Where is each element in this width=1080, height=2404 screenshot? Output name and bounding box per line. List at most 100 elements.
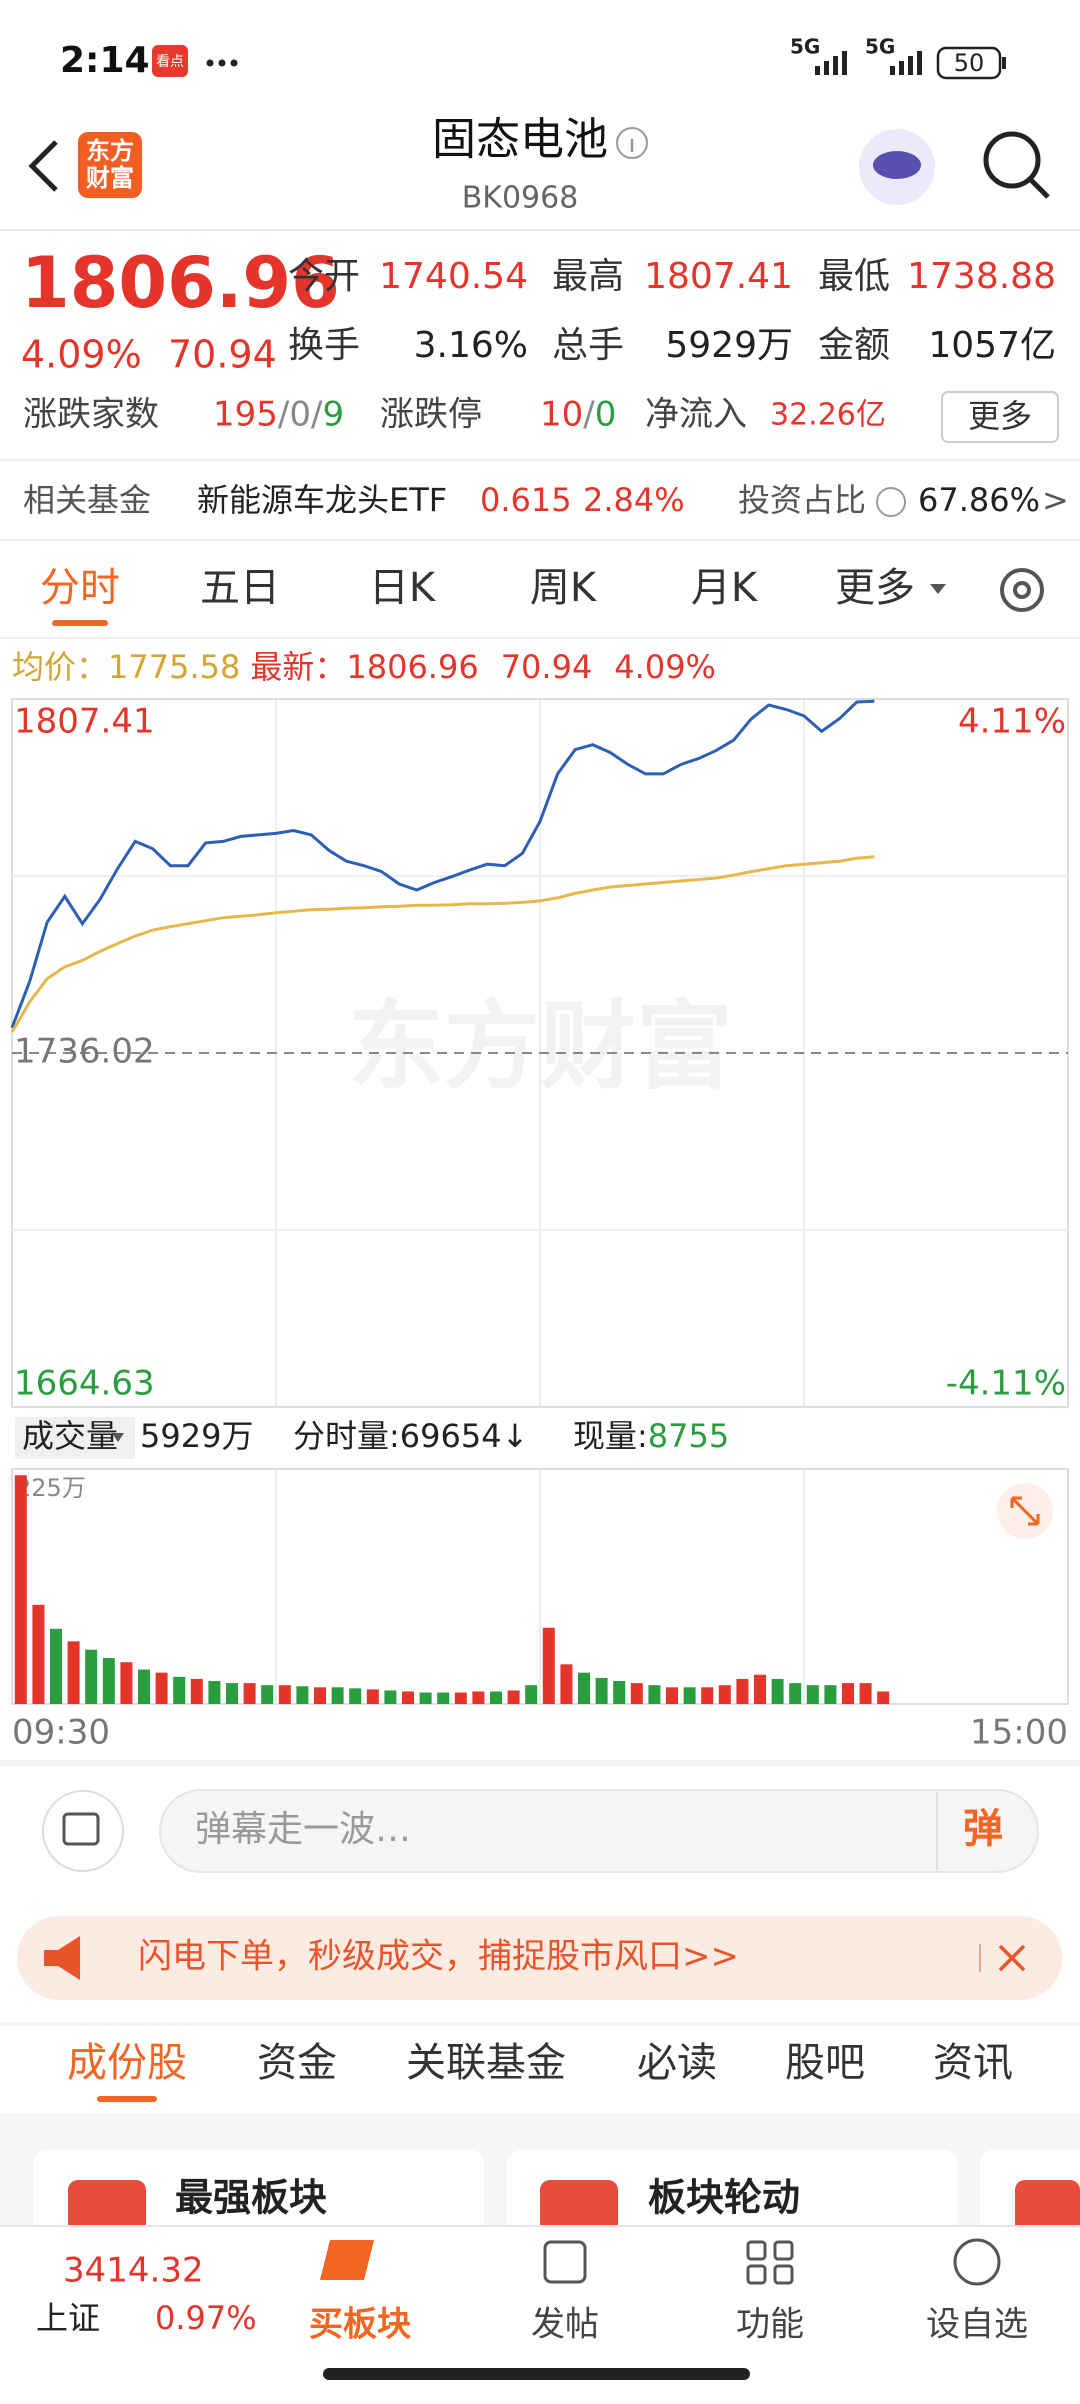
volume-bar [50, 1628, 62, 1704]
promo-banner[interactable] [17, 1916, 1062, 2000]
breadth-label: 涨跌家数 [23, 395, 159, 435]
battery-tip [1002, 57, 1006, 69]
volume-bar [789, 1683, 802, 1704]
stock-code: BK0968 [462, 181, 579, 216]
volume-bar [490, 1691, 502, 1704]
more-button[interactable] [941, 391, 1059, 443]
robot-face [873, 151, 921, 179]
volume-bar [366, 1689, 379, 1704]
promo-text[interactable]: 闪电下单，秒级成交，捕捉股市风口>> [138, 1937, 739, 1977]
nav-icon [543, 2240, 587, 2284]
logo-text: 东方 [86, 137, 134, 165]
volume-bar [648, 1685, 661, 1704]
logo [78, 132, 142, 198]
comment-input[interactable] [159, 1789, 1039, 1873]
danmaku-button[interactable]: 弹 [963, 1806, 1003, 1852]
battery-level: 50 [954, 49, 985, 77]
chart-tab[interactable]: 日K [369, 565, 437, 611]
danmaku-icon [62, 1812, 100, 1846]
volume-total: 5929万 [140, 1417, 253, 1455]
volume-bar [437, 1692, 450, 1704]
volume-bar [472, 1691, 485, 1704]
search-button[interactable] [983, 131, 1041, 189]
network-label: 5G [790, 35, 820, 59]
chart-tab[interactable]: 周K [530, 565, 598, 611]
chart-tab[interactable]: 分时 [40, 565, 120, 611]
stat-label: 总手 [552, 325, 624, 366]
price-line [10, 699, 875, 1029]
chart-tab[interactable]: 更多 [835, 565, 915, 611]
danmaku-settings[interactable] [42, 1790, 124, 1872]
chart-tab[interactable]: 五日 [200, 565, 280, 611]
info-icon[interactable] [616, 127, 648, 159]
nav-item[interactable]: 功能 [736, 2305, 804, 2345]
breadth-count: 9 [322, 395, 344, 435]
settings-button[interactable] [1000, 568, 1044, 612]
x-tick-label: 09:30 [12, 1713, 110, 1753]
stat-label: 最低 [818, 256, 890, 297]
volume-bar [595, 1677, 608, 1704]
index-value[interactable]: 3414.32 [63, 2251, 204, 2291]
back-button[interactable] [28, 140, 58, 192]
section-tab[interactable]: 关联基金 [406, 2040, 566, 2086]
stat-value: 1740.54 [379, 256, 528, 297]
close-button[interactable] [998, 1944, 1026, 1972]
volume-bar [402, 1691, 414, 1704]
volume-minute: 69654 [400, 1417, 502, 1455]
breadth-count: / [311, 395, 323, 435]
nav-item[interactable]: 发帖 [531, 2305, 599, 2345]
volume-bar [138, 1669, 150, 1704]
volume-bar [155, 1672, 168, 1704]
ratio-arrow[interactable]: > [1042, 481, 1069, 519]
chart-tab[interactable]: 月K [691, 565, 759, 611]
status-badge: 看点 [156, 54, 184, 70]
comment-placeholder[interactable]: 弹幕走一波… [195, 1809, 411, 1850]
inflow-label: 净流入 [645, 395, 747, 435]
volume-bar [754, 1674, 766, 1704]
volume-bar [507, 1690, 520, 1704]
section-tab[interactable]: 必读 [637, 2040, 717, 2086]
section-tab[interactable]: 资讯 [933, 2040, 1013, 2086]
nav-item[interactable]: 设自选 [926, 2305, 1028, 2345]
section-tab[interactable]: 股吧 [785, 2040, 865, 2086]
volume-bar [278, 1685, 291, 1704]
volume-now: 8755 [648, 1417, 729, 1455]
info-text: 1806.96 [346, 648, 478, 686]
stat-value: 1738.88 [907, 256, 1056, 297]
volume-minute: 分时量: [293, 1417, 400, 1455]
volume-label[interactable]: 成交量 [22, 1417, 118, 1455]
volume-bar [842, 1683, 854, 1704]
x-tick-label: 15:00 [970, 1713, 1068, 1753]
volume-bar [859, 1683, 872, 1704]
volume-selector[interactable] [15, 1417, 135, 1459]
limit-count: 10 [540, 395, 583, 435]
more-dots [206, 59, 238, 67]
fund-name[interactable]: 新能源车龙头ETF [197, 481, 447, 519]
volume-minute: ↓ [502, 1417, 529, 1455]
index-name: 上证 [36, 2299, 100, 2337]
volume-bar [454, 1692, 467, 1704]
info-text: 1775.58 [108, 648, 240, 686]
volume-bar [542, 1627, 555, 1704]
volume-bar [296, 1686, 309, 1704]
volume-bar [243, 1683, 256, 1704]
more-button-label[interactable]: 更多 [968, 397, 1032, 435]
expand-icon [1010, 1496, 1040, 1526]
section-tab[interactable]: 资金 [257, 2040, 337, 2086]
volume-bar [261, 1685, 274, 1704]
tab-indicator [97, 2096, 157, 2102]
volume-bar [173, 1676, 186, 1704]
breadth-count: 195 [213, 395, 278, 435]
tab-indicator [52, 620, 108, 626]
card-title[interactable]: 最强板块 [175, 2176, 327, 2220]
section-tab[interactable]: 成份股 [67, 2040, 187, 2086]
card-title[interactable]: 板块轮动 [648, 2176, 800, 2220]
nav-item[interactable]: 买板块 [309, 2305, 411, 2345]
battery [936, 46, 1002, 80]
volume-bar [771, 1678, 784, 1704]
separator [0, 2022, 1080, 2026]
search-handle [1029, 178, 1050, 199]
help-icon[interactable] [876, 487, 906, 517]
y2-tick-label: 4.11% [958, 702, 1066, 742]
